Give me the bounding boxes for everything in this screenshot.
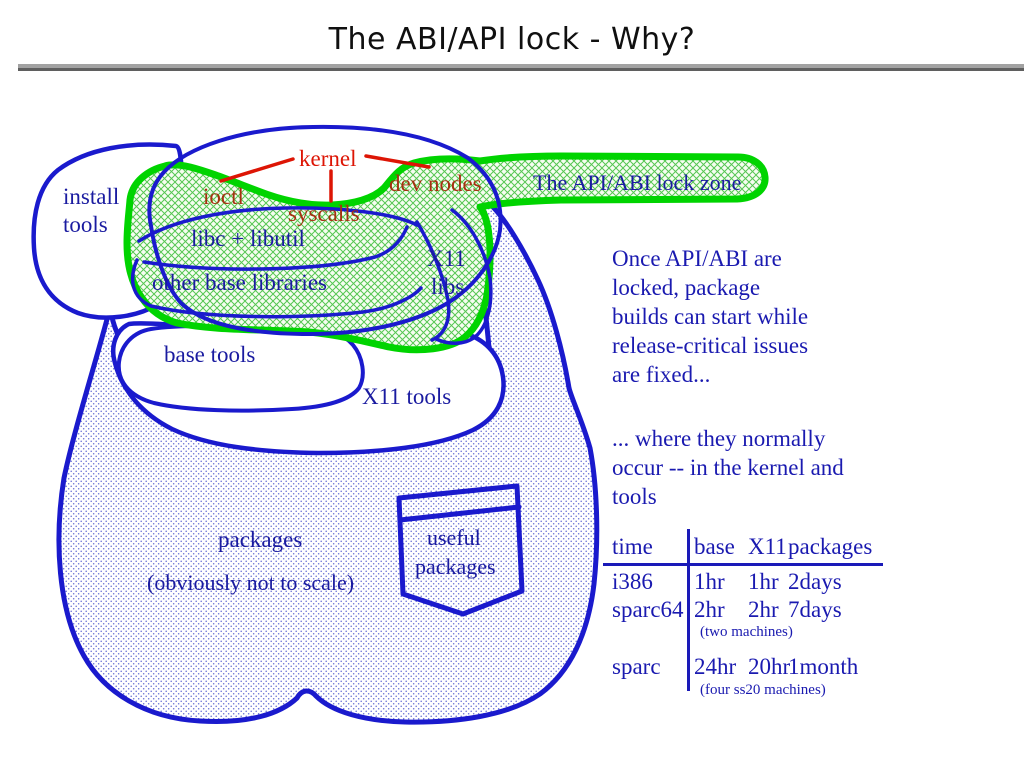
table-row-sparc64: sparc64 2hr 2hr 7days bbox=[612, 597, 912, 625]
lock-zone-shape bbox=[123, 152, 769, 354]
x11-libs-right-curve bbox=[434, 208, 493, 345]
note-paragraph-2: ... where they normally occur -- in the … bbox=[612, 424, 882, 511]
dev-nodes-label: dev nodes bbox=[389, 171, 482, 196]
table-header-x11: X11 bbox=[748, 534, 787, 559]
useful-packages-pocket-shape bbox=[396, 483, 525, 617]
x11-libs-divider-curve bbox=[415, 220, 451, 342]
title-rule bbox=[18, 64, 1024, 71]
table-note-two-machines: (two machines) bbox=[700, 624, 793, 640]
kernel-devnodes-connector bbox=[364, 154, 431, 169]
other-base-libraries-label: other base libraries bbox=[152, 270, 327, 295]
packages-label: packages bbox=[218, 527, 302, 552]
table-cell-arch: sparc64 bbox=[612, 597, 684, 622]
note-paragraph-1-line: Once API/ABI are bbox=[612, 246, 782, 271]
table-cell-packages: 1month bbox=[788, 654, 859, 679]
kernel-ioctl-connector bbox=[219, 157, 295, 183]
table-header-packages: packages bbox=[788, 534, 873, 559]
note-paragraph-2-line: tools bbox=[612, 484, 657, 509]
table-cell-arch: i386 bbox=[612, 569, 653, 594]
ioctl-label: ioctl bbox=[203, 184, 244, 209]
useful-packages-label-line1: useful bbox=[427, 525, 481, 550]
slide-title: The ABI/API lock - Why? bbox=[328, 22, 696, 57]
note-paragraph-1-line: builds can start while bbox=[612, 304, 809, 329]
x11-libs-label-line1: X11 bbox=[427, 246, 466, 271]
x11-libs-label-line2: libs bbox=[431, 274, 464, 299]
table-note-ss20-machines: (four ss20 machines) bbox=[700, 682, 826, 698]
libc-blob-top-curve bbox=[137, 206, 419, 243]
table-cell-x11: 1hr bbox=[748, 569, 779, 594]
install-tools-label-line1: install bbox=[63, 184, 119, 209]
packages-scale-note: (obviously not to scale) bbox=[147, 570, 354, 595]
table-row-i386: i386 1hr 1hr 2days bbox=[612, 569, 912, 597]
syscalls-label: syscalls bbox=[288, 201, 360, 226]
table-cell-base: 24hr bbox=[694, 654, 737, 679]
table-cell-base: 2hr bbox=[694, 597, 725, 622]
table-header-time: time bbox=[612, 534, 653, 559]
table-vertical-divider bbox=[687, 529, 690, 691]
useful-packages-pocket-flap-line bbox=[397, 504, 522, 523]
table-cell-packages: 2days bbox=[788, 569, 842, 594]
x11-tools-label: X11 tools bbox=[362, 384, 451, 409]
note-paragraph-1-line: are fixed... bbox=[612, 362, 711, 387]
table-cell-x11: 2hr bbox=[748, 597, 779, 622]
note-paragraph-1-line: locked, package bbox=[612, 275, 761, 300]
base-tools-label: base tools bbox=[164, 342, 255, 367]
other-libs-bottom-curve bbox=[130, 258, 423, 319]
note-paragraph-2-line: occur -- in the kernel and bbox=[612, 455, 844, 480]
table-cell-x11: 20hr bbox=[748, 654, 791, 679]
table-header-row: time base X11 packages bbox=[612, 534, 912, 562]
note-paragraph-2-line: ... where they normally bbox=[612, 426, 826, 451]
base-tools-blob-shape bbox=[116, 324, 365, 413]
table-row-sparc: sparc 24hr 20hr 1month bbox=[612, 654, 912, 682]
note-paragraph-1: Once API/ABI are locked, package builds … bbox=[612, 244, 882, 389]
kernel-blob-shape bbox=[147, 124, 503, 337]
table-cell-base: 1hr bbox=[694, 569, 725, 594]
lock-zone-label: The API/ABI lock zone bbox=[533, 170, 741, 195]
table-cell-packages: 7days bbox=[788, 597, 842, 622]
table-header-underline bbox=[603, 563, 883, 566]
kernel-label: kernel bbox=[299, 146, 356, 171]
useful-packages-label-line2: packages bbox=[415, 554, 496, 579]
install-tools-label-line2: tools bbox=[63, 212, 108, 237]
libc-other-divider-curve bbox=[142, 225, 409, 271]
table-header-base: base bbox=[694, 534, 735, 559]
libc-libutil-label: libc + libutil bbox=[191, 226, 305, 251]
note-paragraph-1-line: release-critical issues bbox=[612, 333, 809, 358]
table-cell-arch: sparc bbox=[612, 654, 661, 679]
